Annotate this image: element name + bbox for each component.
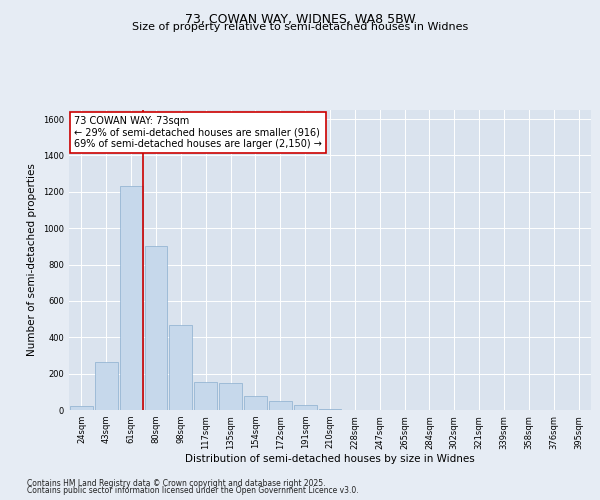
Text: Contains HM Land Registry data © Crown copyright and database right 2025.: Contains HM Land Registry data © Crown c…	[27, 478, 325, 488]
Bar	[219, 382, 242, 410]
Bar	[244, 396, 267, 410]
Bar	[319, 409, 341, 410]
Bar	[70, 406, 93, 410]
Y-axis label: Number of semi-detached properties: Number of semi-detached properties	[28, 164, 37, 356]
Bar	[294, 404, 317, 410]
Text: 73, COWAN WAY, WIDNES, WA8 5BW: 73, COWAN WAY, WIDNES, WA8 5BW	[185, 12, 415, 26]
Text: Size of property relative to semi-detached houses in Widnes: Size of property relative to semi-detach…	[132, 22, 468, 32]
Text: Contains public sector information licensed under the Open Government Licence v3: Contains public sector information licen…	[27, 486, 359, 495]
Bar	[95, 362, 118, 410]
Bar	[169, 324, 192, 410]
X-axis label: Distribution of semi-detached houses by size in Widnes: Distribution of semi-detached houses by …	[185, 454, 475, 464]
Bar	[194, 382, 217, 410]
Bar	[145, 246, 167, 410]
Bar	[120, 186, 143, 410]
Bar	[269, 401, 292, 410]
Text: 73 COWAN WAY: 73sqm
← 29% of semi-detached houses are smaller (916)
69% of semi-: 73 COWAN WAY: 73sqm ← 29% of semi-detach…	[74, 116, 322, 149]
